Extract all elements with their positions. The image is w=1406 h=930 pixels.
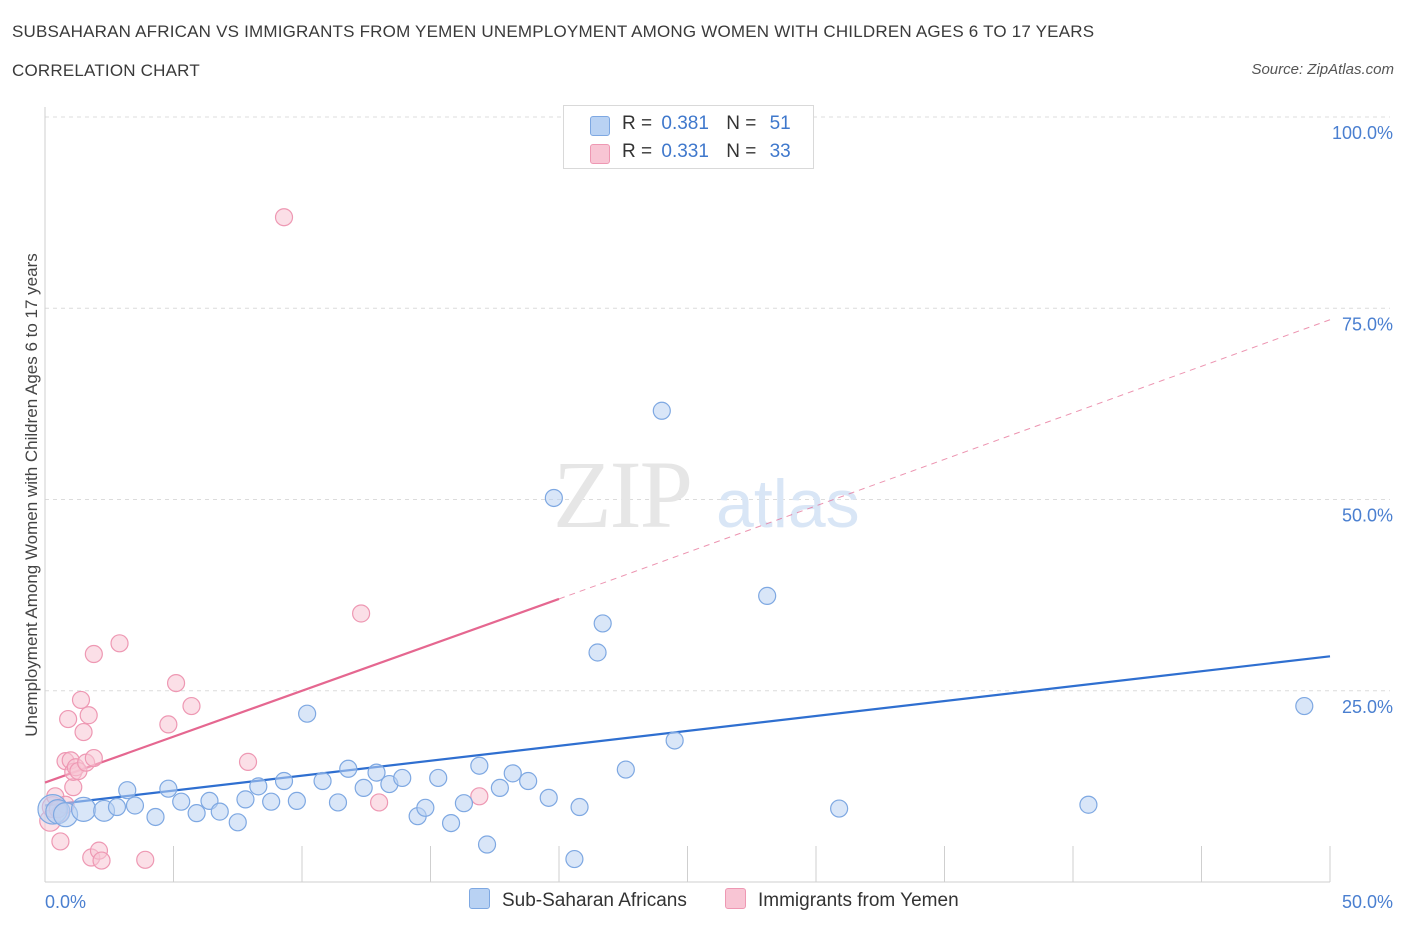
point-subsaharan: [477, 835, 497, 854]
point-subsaharan: [210, 802, 229, 821]
y-tick-label: 100.0%: [1332, 123, 1393, 143]
point-yemen: [370, 793, 389, 812]
y-tick-label: 75.0%: [1342, 314, 1393, 334]
point-yemen: [182, 696, 201, 716]
point-yemen: [84, 748, 103, 768]
point-subsaharan: [429, 768, 448, 788]
bottom-legend-swatch-pink: [725, 888, 746, 909]
x-tick-label: 0.0%: [45, 892, 86, 912]
point-subsaharan: [665, 731, 684, 750]
bottom-legend-label-yemen: Immigrants from Yemen: [758, 890, 959, 911]
watermark-atlas: atlas: [716, 466, 860, 542]
point-subsaharan: [1295, 696, 1314, 716]
axes: [44, 107, 1331, 883]
zipatlas-watermark: ZIP atlas: [553, 441, 860, 548]
point-subsaharan: [616, 760, 635, 779]
point-subsaharan: [490, 778, 509, 798]
bottom-legend-swatch-blue: [469, 888, 490, 909]
point-subsaharan: [519, 771, 538, 791]
trend-line-subsaharan: [44, 655, 1331, 807]
point-yemen: [166, 673, 186, 693]
point-subsaharan: [565, 849, 584, 869]
point-yemen: [84, 644, 103, 664]
point-yemen: [92, 851, 111, 870]
point-subsaharan: [274, 771, 294, 791]
y-tick-label: 25.0%: [1342, 697, 1393, 717]
point-subsaharan: [570, 797, 589, 817]
point-yemen: [71, 690, 91, 710]
correlation-legend: R = 0.381 N = 51 R = 0.331 N = 33: [563, 105, 814, 169]
point-subsaharan: [544, 488, 563, 508]
chart-subtitle: CORRELATION CHART: [12, 61, 200, 80]
point-subsaharan: [593, 614, 612, 633]
point-yemen: [59, 709, 78, 729]
gridlines: [45, 116, 1390, 692]
bottom-legend-label-subsaharan: Sub-Saharan Africans: [502, 890, 687, 911]
source-credit: Source: ZipAtlas.com: [1251, 61, 1394, 78]
bottom-legend-yemen: Immigrants from Yemen: [725, 888, 959, 912]
point-subsaharan: [159, 779, 178, 798]
point-subsaharan: [1079, 795, 1098, 814]
point-subsaharan: [470, 756, 489, 775]
point-subsaharan: [441, 813, 461, 833]
bottom-legend-subsaharan: Sub-Saharan Africans: [469, 888, 687, 912]
watermark-zip: ZIP: [553, 441, 691, 548]
point-yemen: [470, 787, 489, 806]
point-subsaharan: [416, 798, 435, 817]
point-subsaharan: [539, 788, 558, 807]
point-yemen: [51, 832, 70, 851]
point-subsaharan: [287, 791, 306, 811]
point-yemen: [110, 634, 129, 653]
point-subsaharan: [328, 793, 348, 812]
point-subsaharan: [70, 796, 97, 822]
point-subsaharan: [503, 764, 522, 783]
point-subsaharan: [107, 797, 127, 817]
point-subsaharan: [146, 807, 165, 827]
point-yemen: [352, 604, 371, 623]
y-tick-label: 50.0%: [1342, 506, 1393, 526]
legend-swatch-pink: [590, 144, 610, 164]
point-subsaharan: [187, 804, 206, 823]
point-subsaharan: [830, 799, 849, 818]
point-subsaharan: [393, 768, 412, 788]
point-subsaharan: [313, 771, 332, 791]
point-yemen: [136, 850, 155, 869]
point-subsaharan: [262, 792, 281, 811]
point-subsaharan: [249, 777, 268, 796]
point-yemen: [159, 715, 178, 734]
trend-lines: [44, 319, 1331, 807]
point-subsaharan: [454, 794, 474, 813]
point-yemen: [79, 706, 98, 725]
point-subsaharan: [236, 790, 255, 809]
point-subsaharan: [298, 704, 317, 723]
point-subsaharan: [758, 586, 777, 605]
legend-swatch-blue: [590, 116, 610, 136]
trend-line-yemen: [44, 597, 560, 784]
point-yemen: [74, 722, 93, 742]
point-subsaharan: [652, 401, 671, 420]
legend-stats-blue: R = 0.381 N = 51: [622, 113, 791, 134]
data-points: [37, 208, 1314, 870]
point-yemen: [274, 208, 294, 227]
tick-labels: 25.0% 50.0% 75.0% 100.0% 0.0% 50.0%: [45, 123, 1393, 912]
x-tick-label: 50.0%: [1342, 892, 1393, 912]
chart-title: SUBSAHARAN AFRICAN VS IMMIGRANTS FROM YE…: [12, 22, 1095, 41]
trend-line-yemen-extension: [558, 319, 1331, 600]
point-subsaharan: [339, 759, 358, 778]
point-subsaharan: [118, 781, 137, 800]
point-subsaharan: [367, 763, 386, 782]
legend-stats-pink: R = 0.331 N = 33: [622, 141, 791, 162]
point-subsaharan: [354, 778, 373, 798]
point-subsaharan: [125, 796, 145, 815]
point-yemen: [64, 778, 83, 797]
point-subsaharan: [228, 813, 247, 832]
point-yemen: [238, 752, 258, 771]
y-axis-label: Unemployment Among Women with Children A…: [22, 253, 41, 737]
point-subsaharan: [588, 643, 607, 662]
point-subsaharan: [172, 792, 191, 811]
